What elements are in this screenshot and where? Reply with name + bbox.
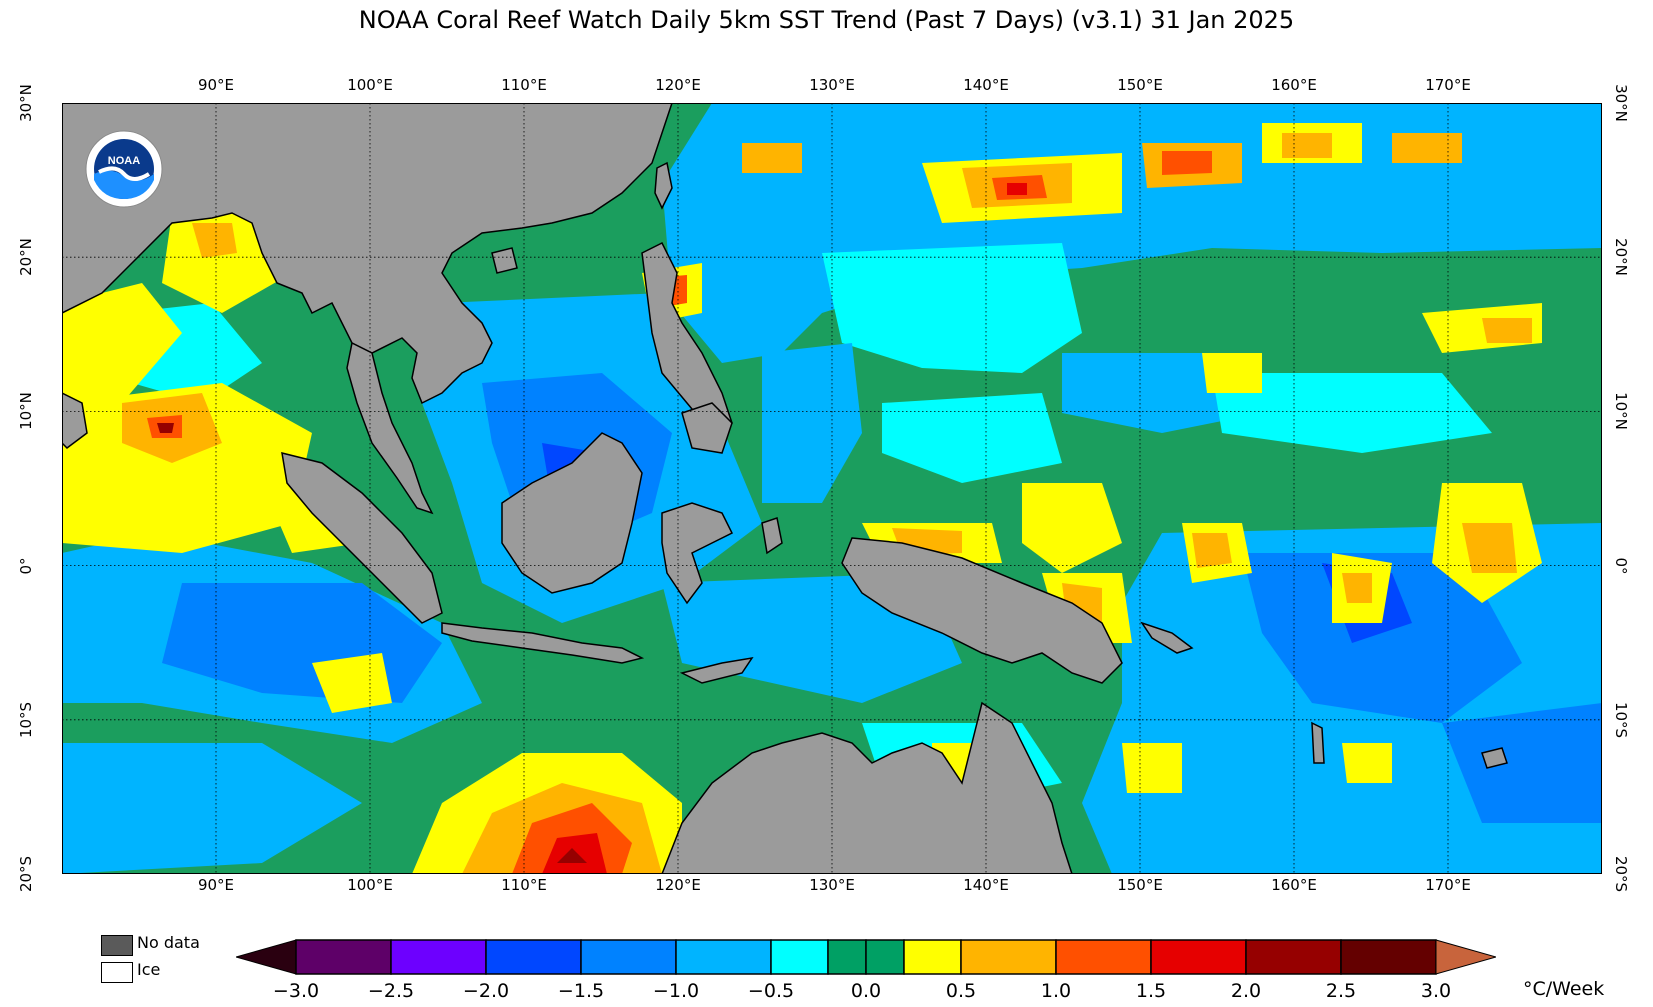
- land-sumatra: [281, 451, 443, 624]
- top-tick-label: 140°E: [963, 76, 1009, 94]
- colorbar-tick-label: −2.0: [462, 980, 510, 1002]
- colorbar-under-arrow: [236, 939, 297, 975]
- land-australia: [661, 701, 1073, 874]
- colorbar-tick-label: −1.0: [652, 980, 700, 1002]
- colorbar-tick-label: 0.0: [850, 980, 882, 1002]
- colorbar-over-arrow: [1435, 939, 1496, 975]
- colorbar-bin: [865, 939, 905, 975]
- colorbar-tick-label: 1.5: [1135, 980, 1167, 1002]
- bot-tick-label: 110°E: [501, 876, 547, 894]
- left-tick-label: 20°N: [17, 238, 35, 277]
- colorbar-tick-label: −1.5: [557, 980, 605, 1002]
- top-tick-label: 150°E: [1117, 76, 1163, 94]
- sst-trend-map: [62, 103, 1602, 874]
- left-tick-label: 10°S: [17, 701, 35, 738]
- top-tick-label: 120°E: [655, 76, 701, 94]
- right-tick-label: 10°S: [1612, 701, 1630, 738]
- colorbar-bin: [770, 939, 829, 975]
- land-halmahera: [761, 517, 783, 555]
- land-vanuatu: [1311, 721, 1325, 764]
- land-masses: [62, 103, 1508, 874]
- bot-tick-label: 130°E: [809, 876, 855, 894]
- land-malay-peninsula: [346, 341, 434, 515]
- top-tick-label: 100°E: [347, 76, 393, 94]
- land-borneo: [501, 432, 643, 594]
- land-philippines: [641, 241, 733, 434]
- colorbar-tick-label: 2.5: [1325, 980, 1357, 1002]
- top-tick-label: 110°E: [501, 76, 547, 94]
- colorbar-tick-label: −3.0: [272, 980, 320, 1002]
- no-data-label: No data: [137, 933, 200, 952]
- land-fiji: [1481, 747, 1508, 769]
- bot-tick-label: 90°E: [197, 876, 235, 894]
- colorbar-unit: °C/Week: [1523, 978, 1605, 1000]
- colorbar: [236, 939, 1496, 975]
- map-title: NOAA Coral Reef Watch Daily 5km SST Tren…: [358, 6, 1295, 34]
- bot-tick-label: 120°E: [655, 876, 701, 894]
- graticule: [62, 103, 1602, 874]
- ice-swatch: [101, 962, 133, 983]
- noaa-logo: NOAA: [85, 130, 163, 208]
- left-tick-label: 0°: [17, 557, 35, 575]
- colorbar-bin: [675, 939, 772, 975]
- land-new-guinea: [841, 537, 1123, 684]
- top-tick-label: 170°E: [1425, 76, 1471, 94]
- colorbar-tick-label: 2.0: [1230, 980, 1262, 1002]
- land-sri-lanka: [62, 392, 88, 449]
- land-solomon-islands: [1140, 621, 1194, 654]
- land-sulawesi: [661, 502, 734, 605]
- colorbar-bin: [390, 939, 487, 975]
- colorbar-tick-label: −0.5: [747, 980, 795, 1002]
- land-timor: [679, 656, 754, 684]
- colorbar-tick-label: 3.0: [1420, 980, 1452, 1002]
- land-mindanao: [681, 402, 733, 454]
- ice-label: Ice: [137, 960, 161, 979]
- colorbar-tick-label: −2.5: [367, 980, 415, 1002]
- bot-tick-label: 100°E: [347, 876, 393, 894]
- colorbar-tick-label: 1.0: [1040, 980, 1072, 1002]
- colorbar-bin: [827, 939, 867, 975]
- colorbar-bin: [1340, 939, 1437, 975]
- colorbar-tick-label: 0.5: [945, 980, 977, 1002]
- land-taiwan: [654, 161, 673, 210]
- right-tick-label: 10°N: [1612, 392, 1630, 431]
- right-tick-label: 30°N: [1612, 84, 1630, 122]
- svg-text:NOAA: NOAA: [108, 155, 140, 167]
- no-data-swatch: [101, 935, 133, 956]
- colorbar-bin: [1245, 939, 1342, 975]
- map-frame: [62, 103, 1602, 874]
- right-tick-label: 0°: [1612, 557, 1630, 575]
- left-tick-label: 30°N: [17, 84, 35, 122]
- bot-tick-label: 140°E: [963, 876, 1009, 894]
- left-tick-label: 10°N: [17, 392, 35, 431]
- land-asia-mainland: [62, 103, 673, 405]
- right-tick-label: 20°S: [1612, 855, 1630, 893]
- land-hainan: [491, 247, 518, 274]
- bot-tick-label: 170°E: [1425, 876, 1471, 894]
- top-tick-label: 130°E: [809, 76, 855, 94]
- colorbar-bin: [485, 939, 582, 975]
- right-tick-label: 20°N: [1612, 238, 1630, 277]
- colorbar-bin: [1055, 939, 1152, 975]
- warm-anomaly-regions: [62, 123, 1542, 874]
- colorbar-bin: [580, 939, 677, 975]
- colorbar-bin: [960, 939, 1057, 975]
- top-tick-label: 90°E: [197, 76, 235, 94]
- left-tick-label: 20°S: [17, 855, 35, 893]
- colorbar-bin: [903, 939, 962, 975]
- colorbar-bin: [295, 939, 392, 975]
- colorbar-bin: [1150, 939, 1247, 975]
- bot-tick-label: 160°E: [1271, 876, 1317, 894]
- top-tick-label: 160°E: [1271, 76, 1317, 94]
- bot-tick-label: 150°E: [1117, 876, 1163, 894]
